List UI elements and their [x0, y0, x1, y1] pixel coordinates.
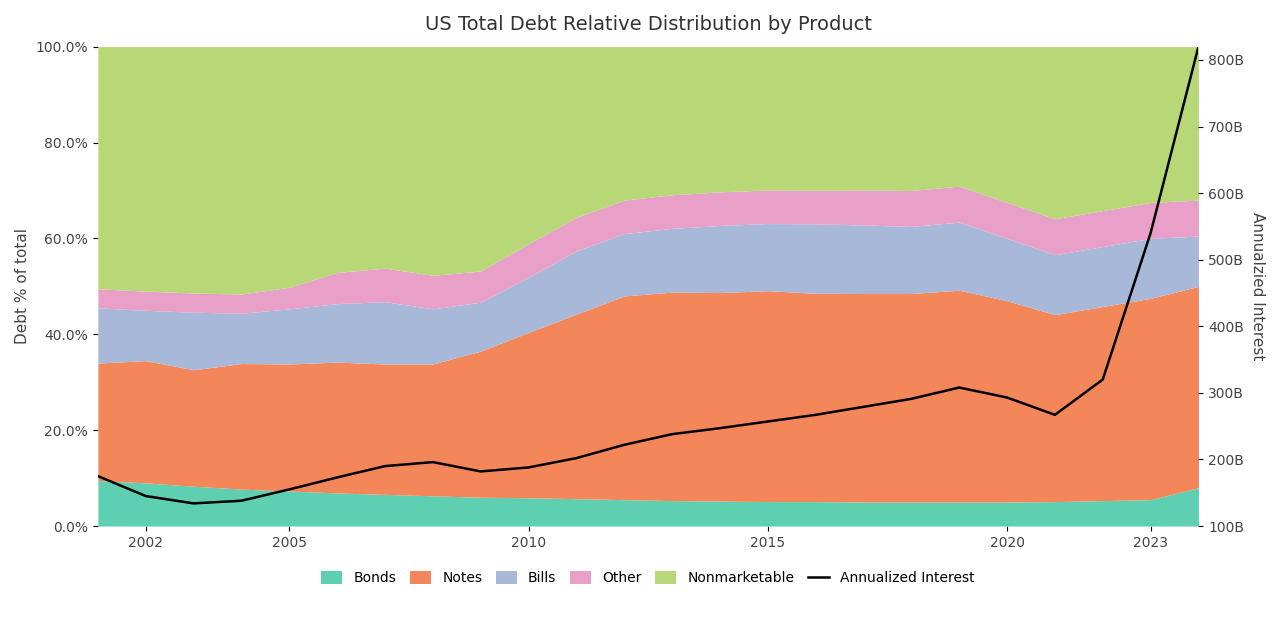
Y-axis label: Debt % of total: Debt % of total — [15, 228, 29, 344]
Title: US Total Debt Relative Distribution by Product: US Total Debt Relative Distribution by P… — [425, 15, 872, 34]
Legend: Bonds, Notes, Bills, Other, Nonmarketable, Annualized Interest: Bonds, Notes, Bills, Other, Nonmarketabl… — [316, 566, 980, 591]
Y-axis label: Annualzied Interest: Annualzied Interest — [1251, 212, 1265, 360]
